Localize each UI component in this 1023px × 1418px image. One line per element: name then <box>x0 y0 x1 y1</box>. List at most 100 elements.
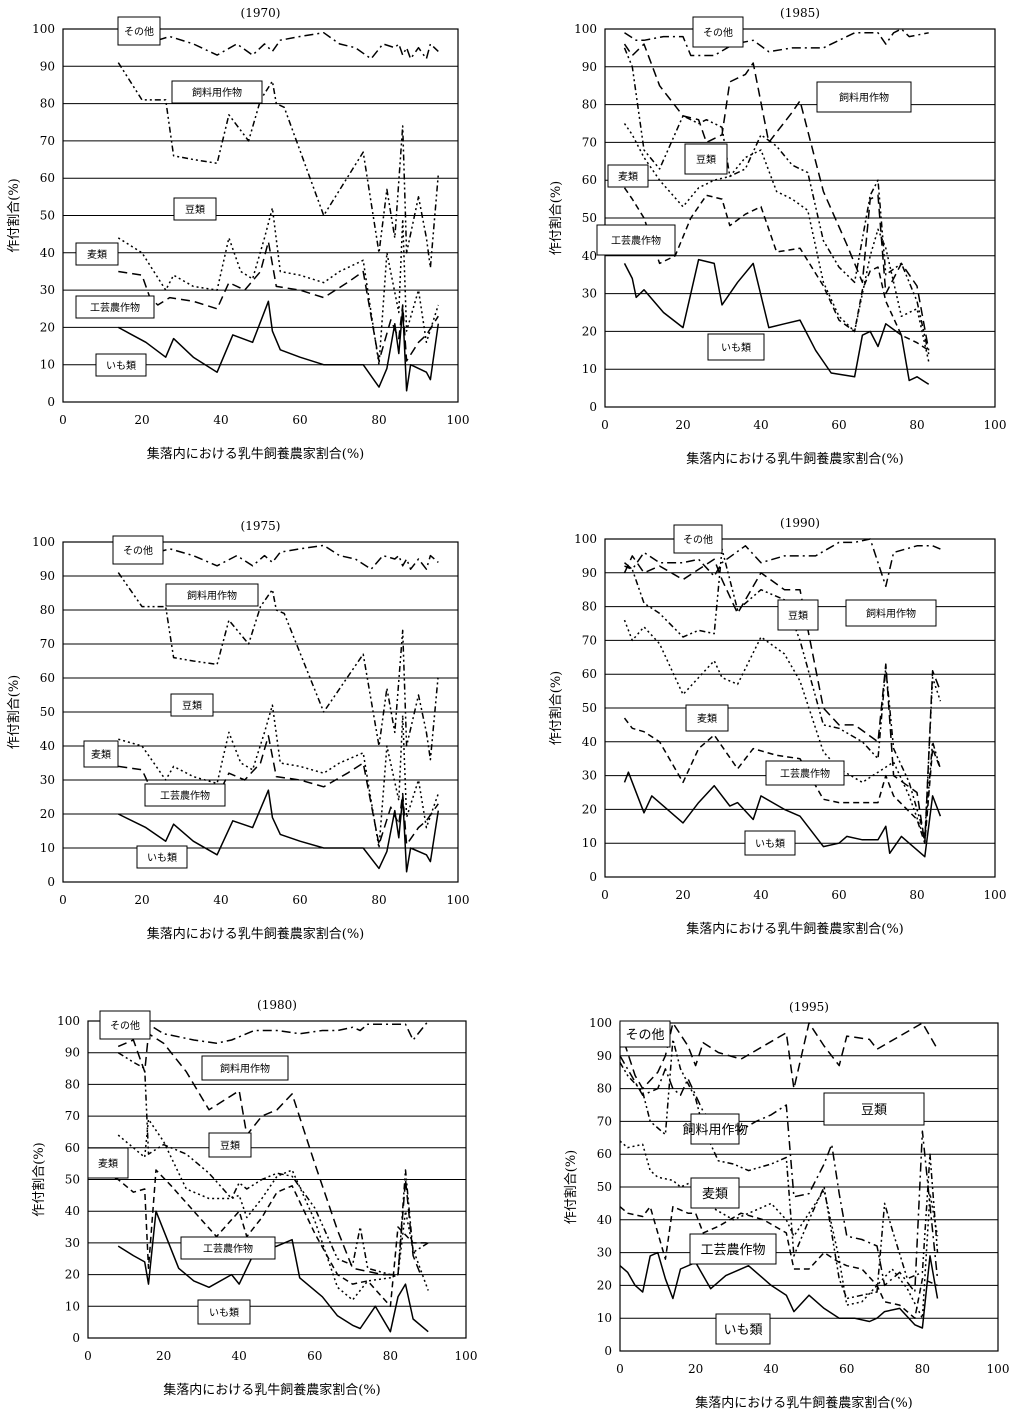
x-tick-label: 20 <box>134 893 149 907</box>
series-line <box>623 619 942 841</box>
x-tick-label: 60 <box>831 418 846 432</box>
series-label: 工芸農作物 <box>160 789 210 802</box>
x-tick-label: 40 <box>753 888 768 902</box>
x-tick-label: 0 <box>59 413 67 427</box>
y-tick-label: 20 <box>582 802 597 816</box>
y-tick-label: 20 <box>65 1268 80 1282</box>
y-tick-label: 40 <box>40 739 55 753</box>
y-tick-label: 90 <box>40 59 55 73</box>
y-tick-label: 30 <box>582 287 597 301</box>
series-label-box <box>87 1147 129 1179</box>
series-line <box>157 544 439 570</box>
y-tick-label: 50 <box>65 1173 80 1187</box>
series-line <box>624 538 941 588</box>
series-label: 飼料用作物 <box>866 607 916 620</box>
series-line <box>117 62 440 269</box>
series-line <box>95 1169 429 1308</box>
x-axis-label: 集落内における乳牛飼養農家割合(%) <box>686 921 904 937</box>
series-label-box <box>170 693 214 717</box>
x-tick-label: 60 <box>292 893 307 907</box>
y-tick-label: 100 <box>589 1016 612 1030</box>
x-tick-label: 100 <box>447 413 470 427</box>
x-tick-label: 40 <box>764 1362 779 1376</box>
y-tick-label: 10 <box>65 1299 80 1313</box>
y-tick-label: 20 <box>40 320 55 334</box>
y-tick-label: 30 <box>582 769 597 783</box>
y-tick-label: 10 <box>597 1311 612 1325</box>
series-label: 飼料用作物 <box>839 91 889 104</box>
series-label-box <box>823 1092 925 1126</box>
series-line <box>624 28 929 57</box>
series-label: 飼料用作物 <box>220 1062 270 1075</box>
series-label: その他 <box>683 533 713 546</box>
series-label-box <box>690 1177 740 1209</box>
y-tick-label: 100 <box>57 1014 80 1028</box>
x-axis-label: 集落内における乳牛飼養農家割合(%) <box>695 1395 913 1411</box>
y-tick-label: 60 <box>65 1141 80 1155</box>
series-label-box <box>201 1055 289 1081</box>
y-tick-label: 60 <box>582 667 597 681</box>
x-tick-label: 20 <box>134 413 149 427</box>
series-line <box>118 1020 429 1044</box>
x-tick-label: 40 <box>753 418 768 432</box>
y-tick-label: 70 <box>40 637 55 651</box>
x-tick-label: 60 <box>831 888 846 902</box>
series-label: 飼料用作物 <box>192 86 242 99</box>
y-tick-label: 60 <box>597 1147 612 1161</box>
series-line <box>623 717 942 844</box>
series-line <box>157 31 439 60</box>
x-tick-label: 100 <box>447 893 470 907</box>
series-label: その他 <box>124 25 154 38</box>
y-tick-label: 10 <box>582 836 597 850</box>
y-tick-label: 80 <box>40 97 55 111</box>
series-label: 飼料用作物 <box>187 589 237 602</box>
series-label: 麦類 <box>91 749 111 761</box>
x-tick-label: 100 <box>984 888 1007 902</box>
series-label-box <box>208 1132 252 1158</box>
series-label-box <box>171 80 263 104</box>
y-tick-label: 70 <box>65 1109 80 1123</box>
series-label-box <box>99 1010 151 1040</box>
y-tick-label: 100 <box>574 532 597 546</box>
series-line <box>623 43 930 351</box>
series-label: 豆類 <box>788 610 808 622</box>
series-label: 麦類 <box>87 249 107 261</box>
series-label-box <box>112 535 164 565</box>
y-tick-label: 80 <box>65 1077 80 1091</box>
series-label-box <box>777 599 819 631</box>
series-label-box <box>83 740 119 768</box>
series-line <box>623 47 930 355</box>
series-label-box <box>180 1236 276 1260</box>
series-label: 豆類 <box>182 700 202 712</box>
series-label-box <box>689 1233 777 1265</box>
x-tick-label: 0 <box>616 1362 624 1376</box>
series-line <box>117 572 440 761</box>
series-label-box <box>144 783 226 807</box>
y-tick-label: 60 <box>582 173 597 187</box>
x-tick-label: 40 <box>213 413 228 427</box>
y-axis-label: 作付割合(%) <box>548 181 564 256</box>
x-tick-label: 0 <box>601 418 609 432</box>
y-tick-label: 90 <box>582 60 597 74</box>
y-tick-label: 0 <box>72 1331 80 1345</box>
series-label: 麦類 <box>618 171 638 183</box>
y-tick-label: 0 <box>47 875 55 889</box>
y-axis-label: 作付割合(%) <box>6 675 22 750</box>
x-tick-label: 40 <box>213 893 228 907</box>
x-tick-label: 80 <box>383 1349 398 1363</box>
y-axis-label: 作付割合(%) <box>31 1142 47 1217</box>
series-line <box>117 789 440 873</box>
series-label-box <box>117 16 161 46</box>
y-tick-label: 0 <box>604 1344 612 1358</box>
series-line <box>623 187 930 351</box>
series-line <box>624 548 942 838</box>
series-line <box>118 240 439 362</box>
series-line <box>117 1210 429 1333</box>
series-line <box>623 555 942 844</box>
x-tick-label: 40 <box>232 1349 247 1363</box>
y-axis-label: 作付割合(%) <box>548 671 564 746</box>
series-label: いも類 <box>147 852 177 864</box>
y-tick-label: 50 <box>597 1180 612 1194</box>
y-tick-label: 70 <box>582 135 597 149</box>
